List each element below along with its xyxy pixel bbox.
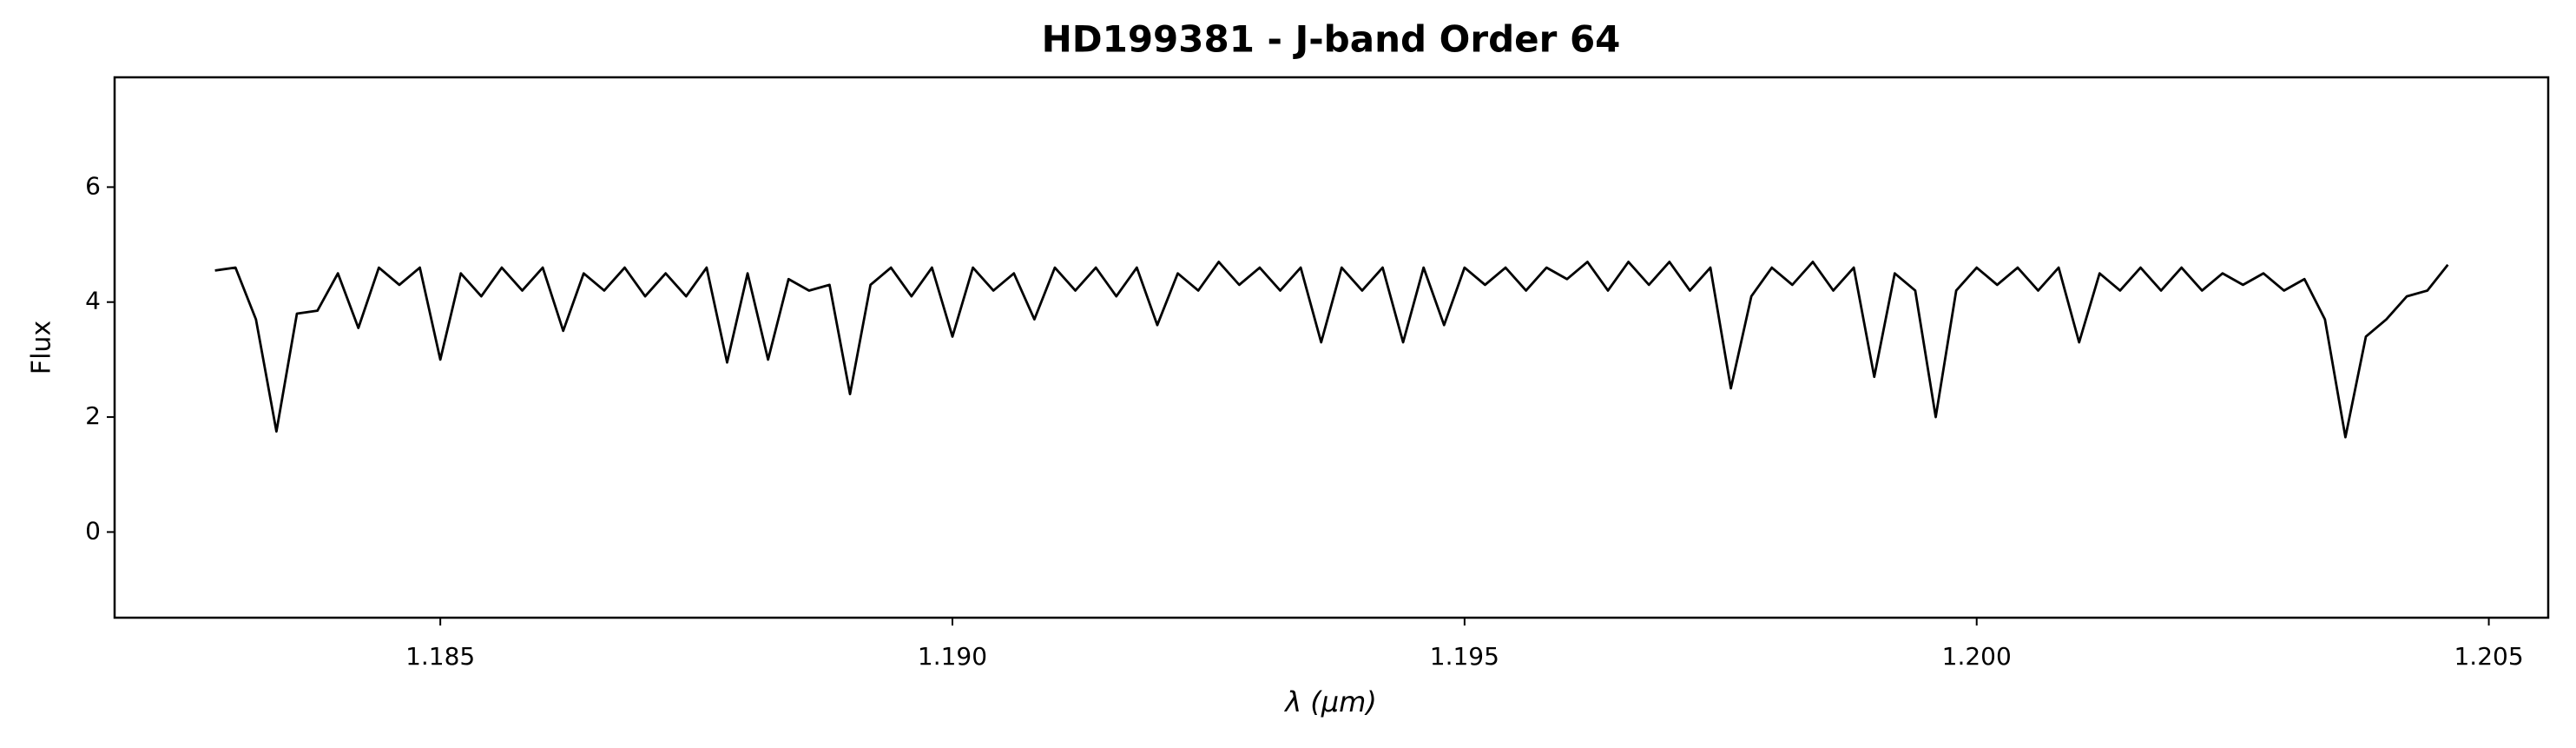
x-tick-label: 1.205 — [2454, 642, 2523, 671]
y-tick-label: 2 — [85, 401, 101, 430]
x-tick-label: 1.195 — [1430, 642, 1499, 671]
x-tick-label: 1.190 — [918, 642, 987, 671]
y-tick-label: 6 — [85, 171, 101, 200]
x-tick-label: 1.185 — [405, 642, 475, 671]
x-tick-label: 1.200 — [1942, 642, 2012, 671]
y-tick-label: 4 — [85, 287, 101, 315]
chart-title: HD199381 - J-band Order 64 — [1042, 18, 1621, 61]
flux-line — [214, 261, 2449, 439]
plot-frame — [113, 76, 2550, 619]
x-axis-label: λ (μm) — [1283, 685, 1377, 718]
y-axis-label: Flux — [27, 321, 57, 374]
y-tick-label: 0 — [85, 516, 101, 545]
